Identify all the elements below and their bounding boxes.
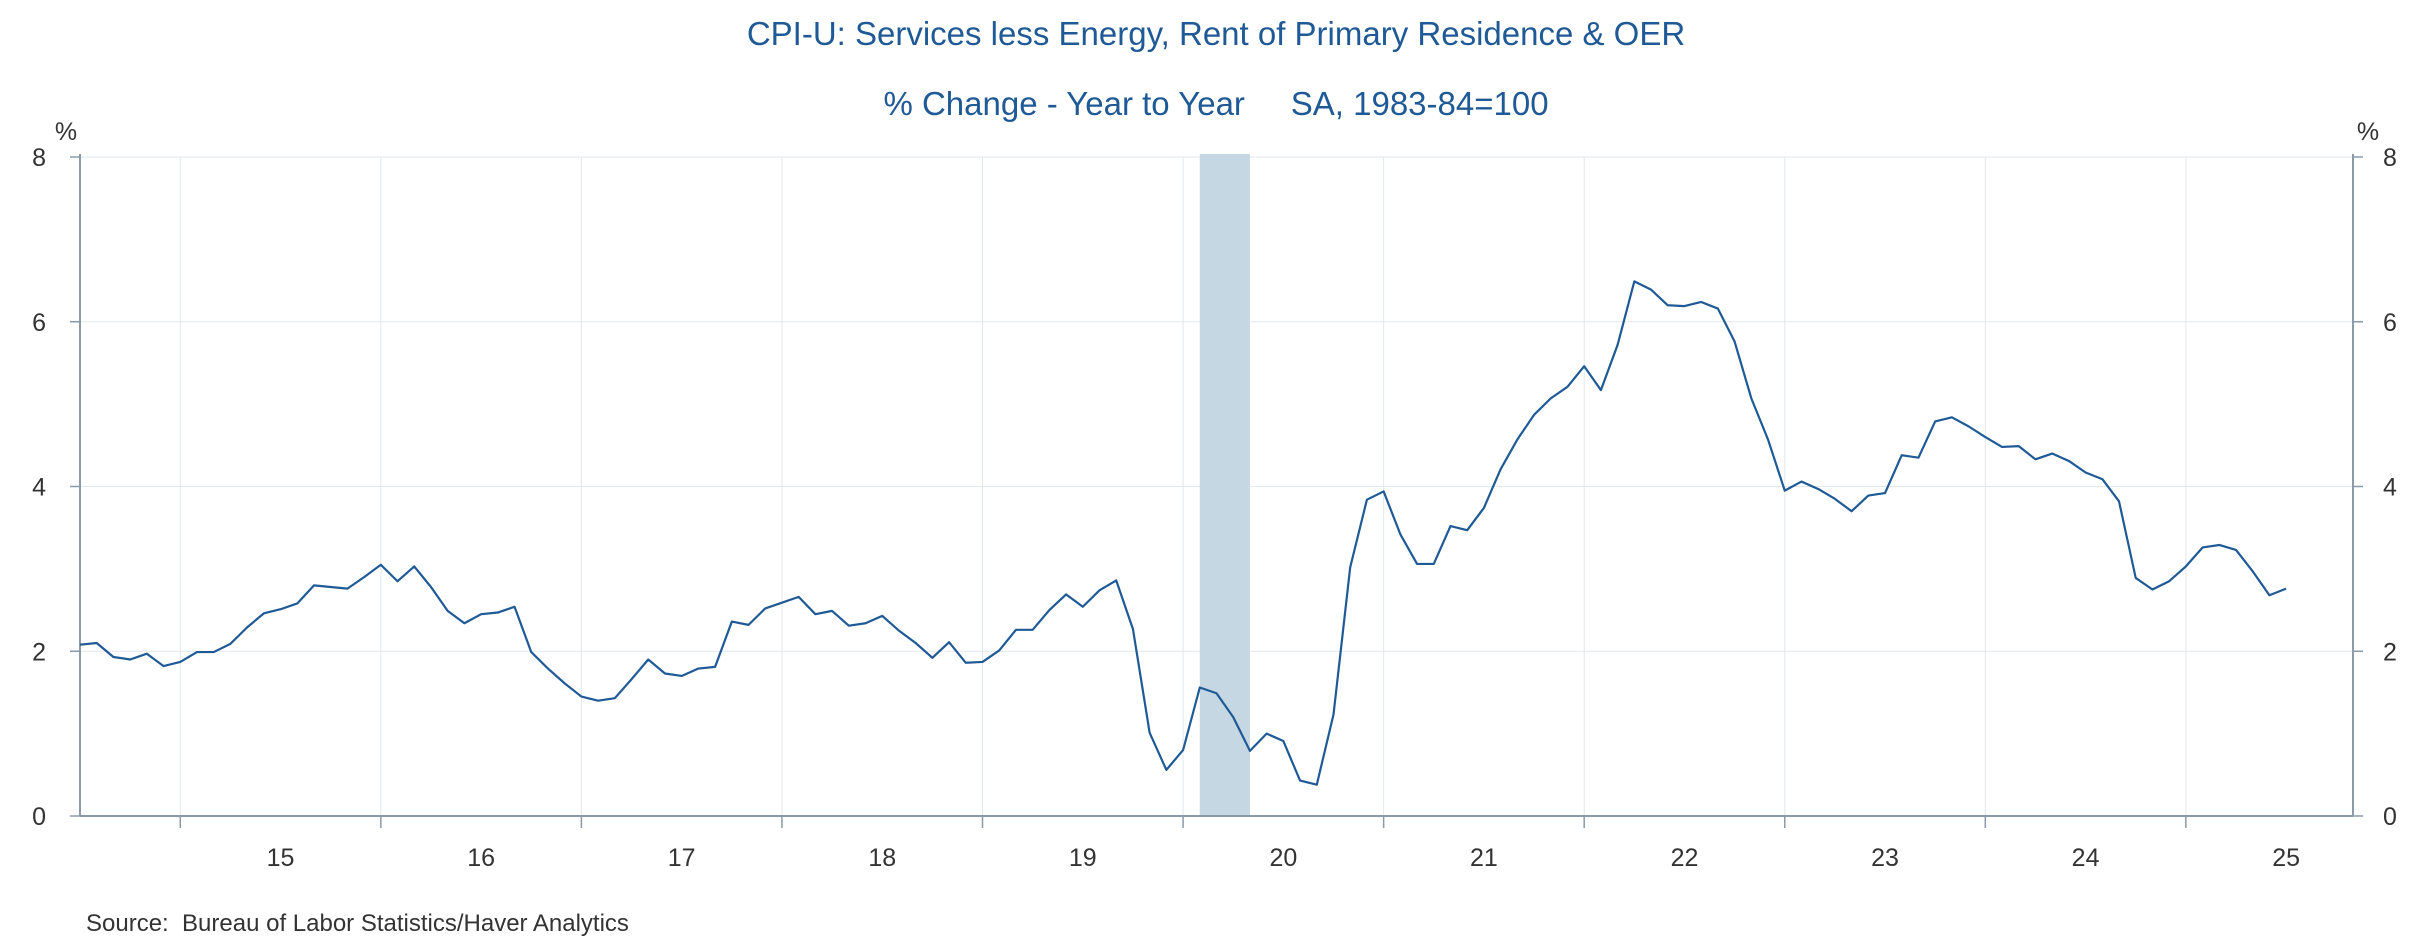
y-tick-label-right: 4 — [2383, 474, 2397, 502]
x-tick-label: 24 — [2072, 844, 2100, 872]
recession-band — [1199, 154, 1250, 816]
y-tick-label-left: 2 — [32, 638, 46, 666]
x-tick-label: 16 — [467, 844, 495, 872]
x-tick-label: 25 — [2272, 844, 2300, 872]
y-axis-right: 0 2 4 6 8 — [2353, 144, 2397, 831]
y-tick-label-left: 0 — [32, 803, 46, 831]
y-tick-label-left: 6 — [32, 309, 46, 337]
y-tick-label-right: 0 — [2383, 803, 2397, 831]
axes — [79, 154, 2354, 817]
x-tick-label: 17 — [668, 844, 696, 872]
y-tick-label-left: 8 — [32, 144, 46, 172]
series-line — [79, 280, 2287, 786]
x-tick-label: 18 — [868, 844, 896, 872]
x-tick-label: 20 — [1269, 844, 1297, 872]
x-tick-label: 21 — [1470, 844, 1498, 872]
x-tick-label: 19 — [1069, 844, 1097, 872]
y-tick-label-right: 8 — [2383, 144, 2397, 172]
x-tick-label: 23 — [1871, 844, 1899, 872]
y-unit-right: % — [2357, 118, 2379, 146]
x-tick-label: 15 — [267, 844, 295, 872]
recession-shading — [1199, 154, 1250, 816]
chart-subtitle: % Change - Year to Year SA, 1983-84=100 — [883, 85, 1548, 122]
x-tick-label: 22 — [1671, 844, 1699, 872]
y-tick-label-left: 4 — [32, 474, 46, 502]
chart-title: CPI-U: Services less Energy, Rent of Pri… — [747, 15, 1685, 52]
source-note: Source: Bureau of Labor Statistics/Haver… — [86, 910, 629, 936]
y-tick-label-right: 6 — [2383, 309, 2397, 337]
x-axis: 15 16 17 18 19 20 21 22 23 24 25 — [179, 816, 2300, 872]
y-unit-left: % — [55, 118, 77, 146]
y-axis-left: 0 2 4 6 8 — [32, 144, 80, 831]
series-lines — [79, 280, 2287, 786]
y-tick-label-right: 2 — [2383, 638, 2397, 666]
